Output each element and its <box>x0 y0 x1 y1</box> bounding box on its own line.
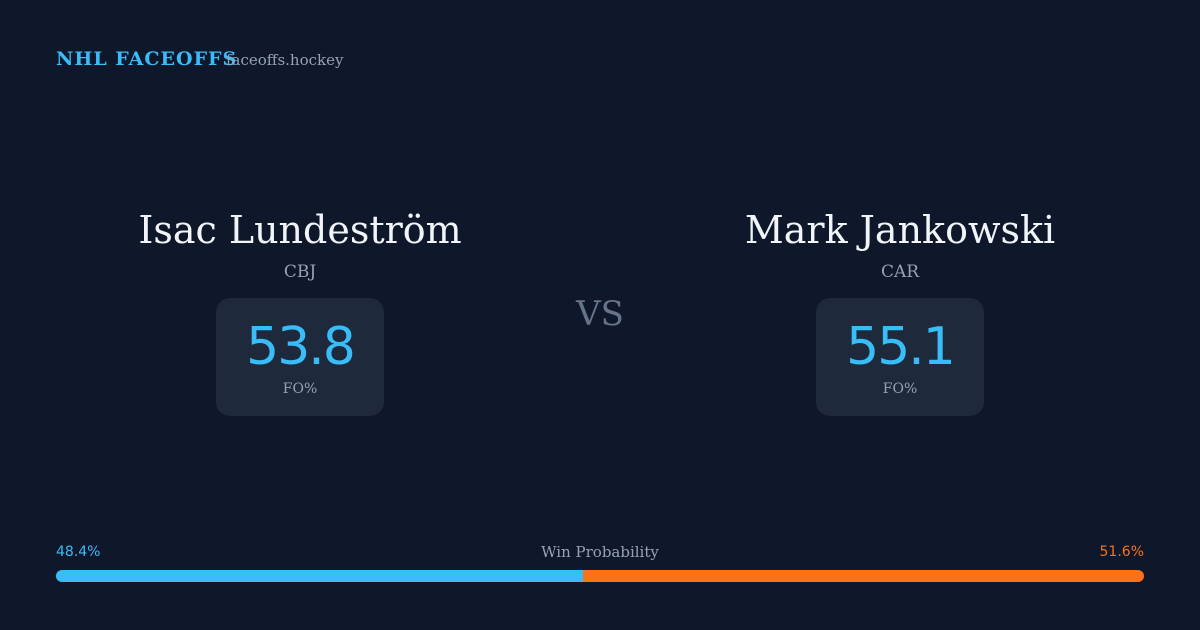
right-probability: 51.6% <box>1099 544 1144 560</box>
probability-title: Win Probability <box>541 543 659 561</box>
vs: VS <box>576 294 624 334</box>
fo-value: 53.8 <box>246 317 356 377</box>
stat-card: 55.1 FO% <box>816 298 984 416</box>
probability-bar <box>56 570 1144 582</box>
stat-card: 53.8 FO% <box>216 298 384 416</box>
player: Mark Jankowski CAR 55.1 FO% <box>650 200 1150 416</box>
right-segment <box>582 570 1144 582</box>
player: Isac Lundeström CBJ 53.8 FO% <box>50 200 550 416</box>
team: CAR <box>880 262 920 282</box>
team: CBJ <box>283 262 317 282</box>
fo-label: FO% <box>282 381 318 397</box>
player-name: Isac Lundeström <box>138 208 462 252</box>
fo-label: FO% <box>882 381 918 397</box>
left-probability: 48.4% <box>56 544 101 560</box>
site: faceoffs.hockey <box>226 51 344 69</box>
left-segment <box>56 570 583 582</box>
fo-value: 55.1 <box>846 317 956 377</box>
brand: NHL FACEOFFS <box>56 48 238 70</box>
player-name: Mark Jankowski <box>744 208 1056 252</box>
